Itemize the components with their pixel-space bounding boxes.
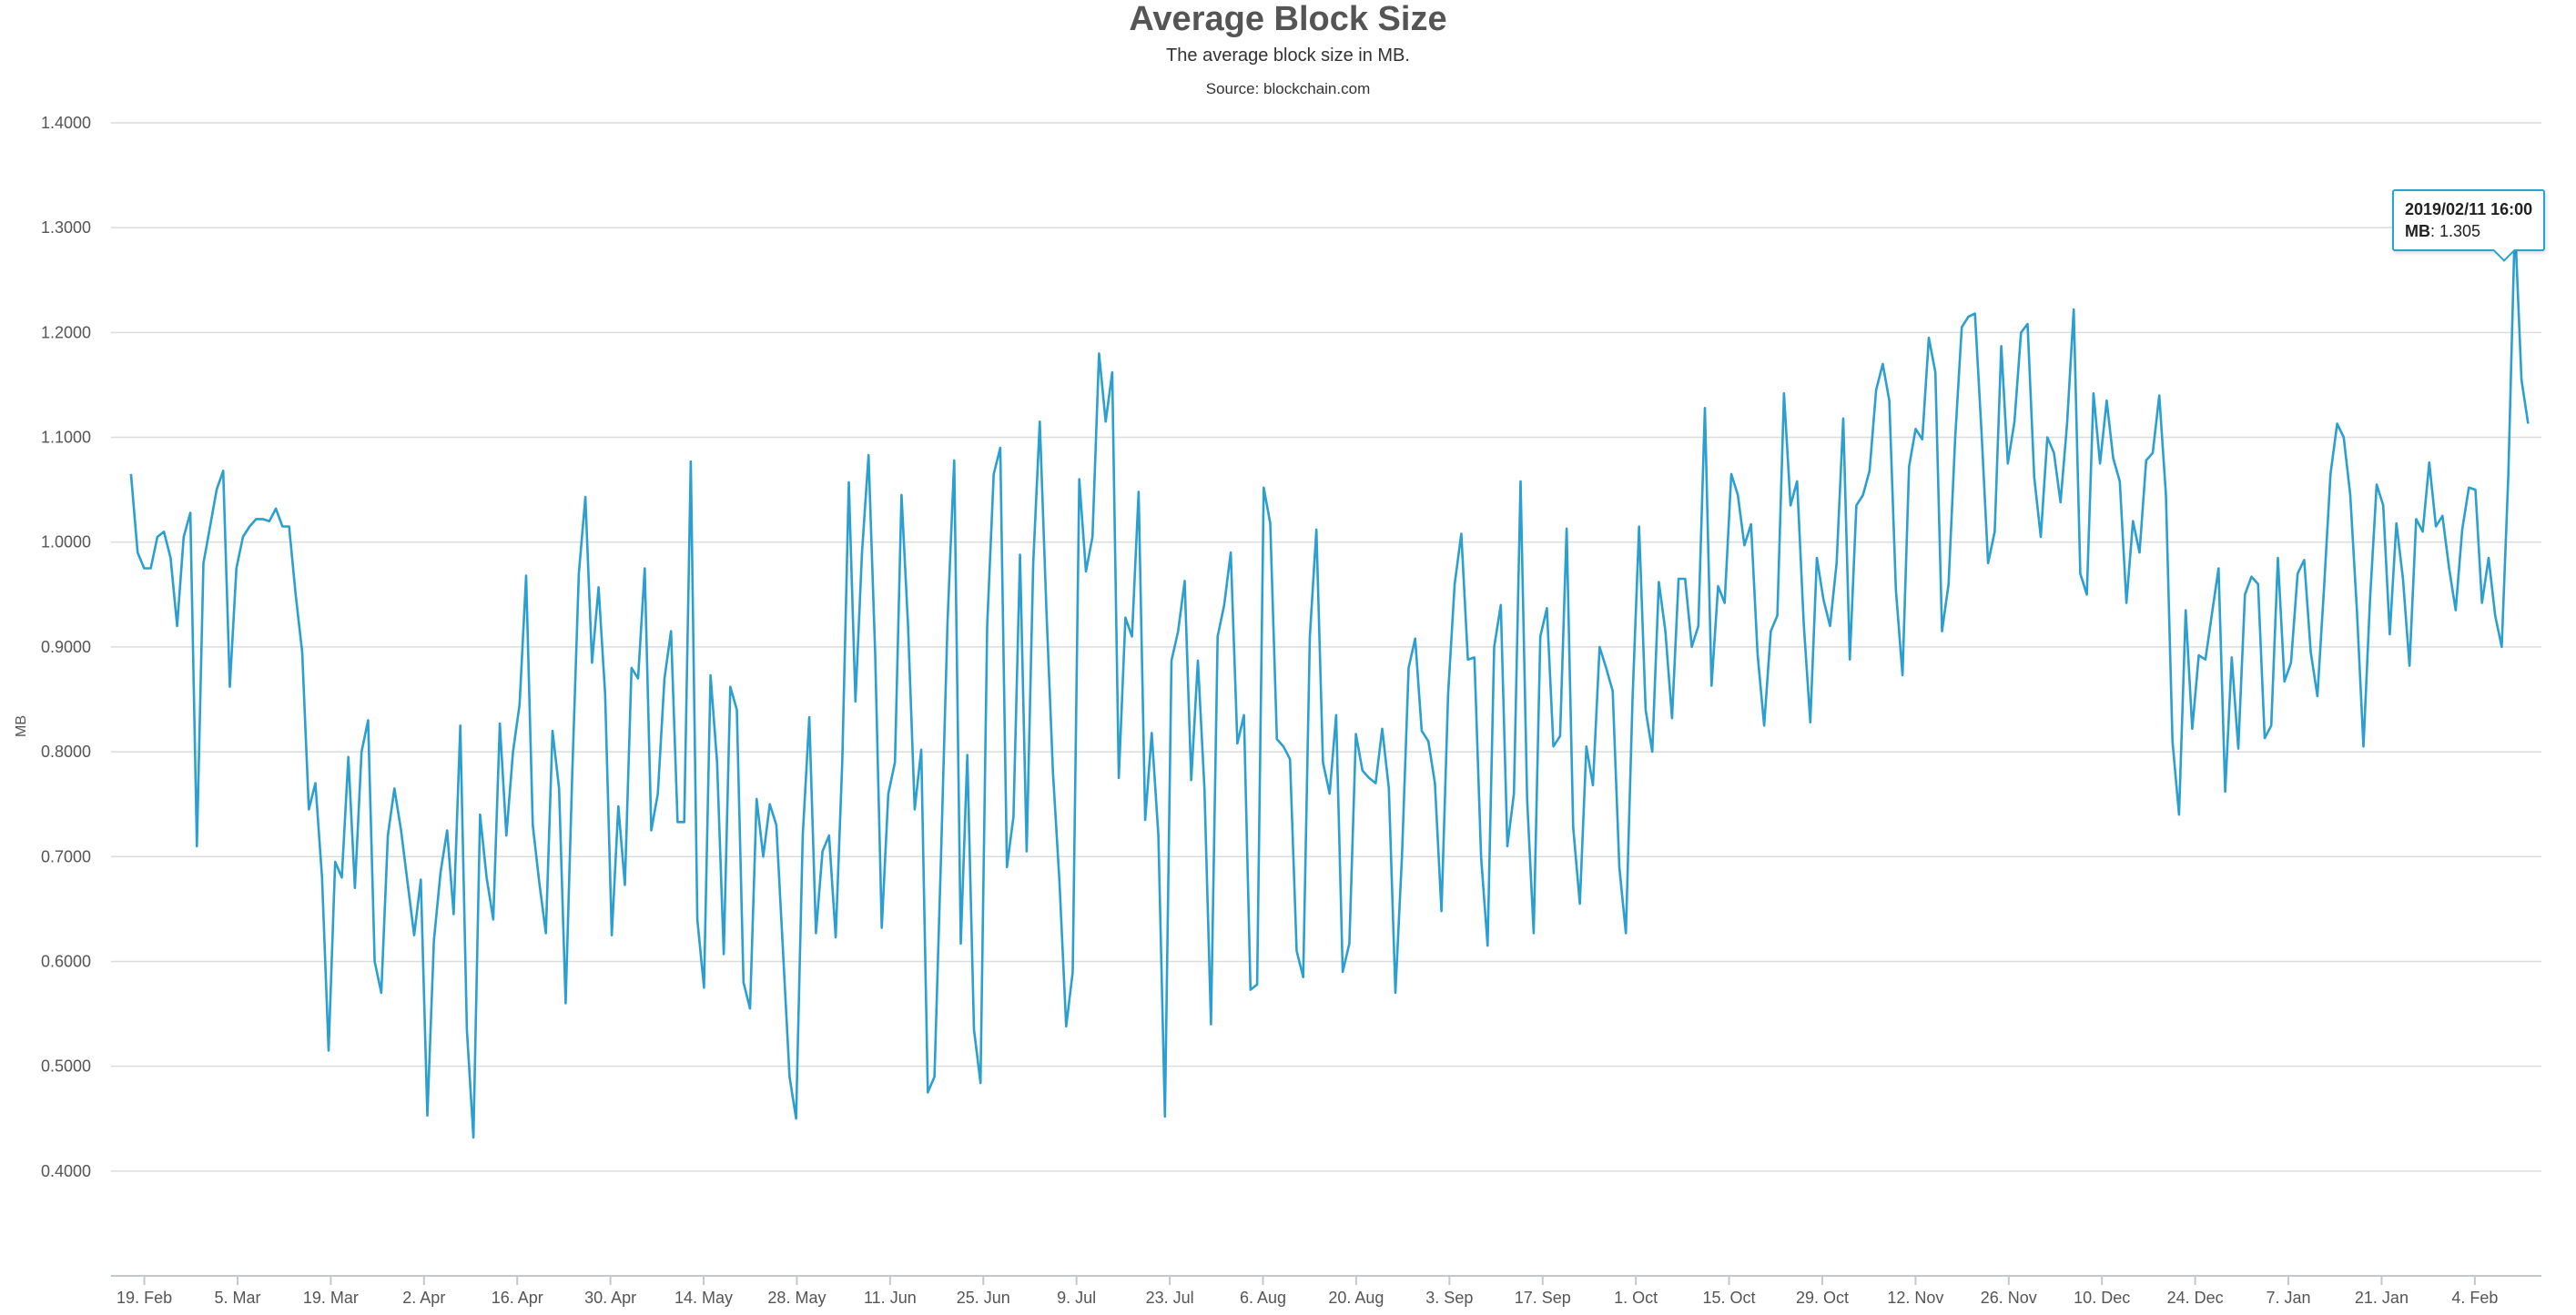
y-tick-label: 0.6000 xyxy=(41,952,91,970)
x-tick-label: 5. Mar xyxy=(214,1289,260,1307)
x-axis: 19. Feb 5. Mar 19. Mar 2. Apr 16. Apr 30. Apr… xyxy=(111,1275,2541,1307)
x-tick-label: 19. Feb xyxy=(117,1289,172,1307)
series-line xyxy=(129,221,2530,1139)
y-tick-label: 1.0000 xyxy=(41,533,91,551)
y-tick-label: 1.3000 xyxy=(41,218,91,237)
x-tick-label: 19. Mar xyxy=(303,1289,359,1307)
x-tick-label: 2. Apr xyxy=(402,1289,445,1307)
y-tick-label: 0.7000 xyxy=(41,847,91,865)
x-tick-label: 20. Aug xyxy=(1328,1289,1384,1307)
x-tick-label: 10. Dec xyxy=(2074,1289,2130,1307)
y-axis: 0.4000 0.5000 0.6000 0.7000 0.8000 0.9000 1.00… xyxy=(41,114,91,1180)
x-tick-label: 25. Jun xyxy=(957,1289,1010,1307)
chart-subtitle: The average block size in MB. xyxy=(1166,46,1410,66)
tooltip-value-row: MB: 1.305 xyxy=(2405,220,2532,242)
tooltip-value: : 1.305 xyxy=(2430,222,2481,240)
x-tick-label: 28. May xyxy=(767,1289,826,1307)
y-tick-label: 0.9000 xyxy=(41,638,91,656)
chart-tooltip: 2019/02/11 16:00 MB: 1.305 xyxy=(2392,189,2546,251)
x-tick-label: 7. Jan xyxy=(2267,1289,2311,1307)
x-tick-label: 1. Oct xyxy=(1614,1289,1658,1307)
x-tick-label: 29. Oct xyxy=(1796,1289,1849,1307)
x-tick-label: 26. Nov xyxy=(1981,1289,2037,1307)
y-tick-label: 1.4000 xyxy=(41,114,91,132)
y-tick-label: 1.2000 xyxy=(41,323,91,341)
x-tick-label: 30. Apr xyxy=(584,1289,636,1307)
tooltip-date: 2019/02/11 16:00 xyxy=(2405,200,2533,218)
y-tick-label: 0.5000 xyxy=(41,1057,91,1076)
x-tick-label: 15. Oct xyxy=(1703,1289,1756,1307)
y-tick-label: 0.8000 xyxy=(41,743,91,761)
tooltip-label: MB xyxy=(2405,222,2430,240)
chart-source: Source: blockchain.com xyxy=(1205,80,1371,97)
x-tick-label: 12. Nov xyxy=(1887,1289,1943,1307)
x-tick-label: 11. Jun xyxy=(864,1289,917,1307)
x-tick-label: 6. Aug xyxy=(1240,1289,1286,1307)
x-tick-label: 4. Feb xyxy=(2451,1289,2498,1307)
x-tick-label: 23. Jul xyxy=(1146,1289,1194,1307)
x-tick-label: 17. Sep xyxy=(1515,1289,1571,1307)
series-area xyxy=(129,221,2530,1139)
x-tick-label: 16. Apr xyxy=(492,1289,543,1307)
y-tick-label: 1.1000 xyxy=(41,429,91,447)
y-tick-label: 0.4000 xyxy=(41,1162,91,1180)
x-tick-label: 3. Sep xyxy=(1425,1289,1473,1307)
chart-title: Average Block Size xyxy=(1129,0,1447,38)
x-tick-label: 24. Dec xyxy=(2167,1289,2224,1307)
x-tick-label: 14. May xyxy=(674,1289,733,1307)
y-axis-label: MB xyxy=(14,715,29,737)
x-tick-label: 21. Jan xyxy=(2355,1289,2409,1307)
x-tick-label: 9. Jul xyxy=(1057,1289,1096,1307)
